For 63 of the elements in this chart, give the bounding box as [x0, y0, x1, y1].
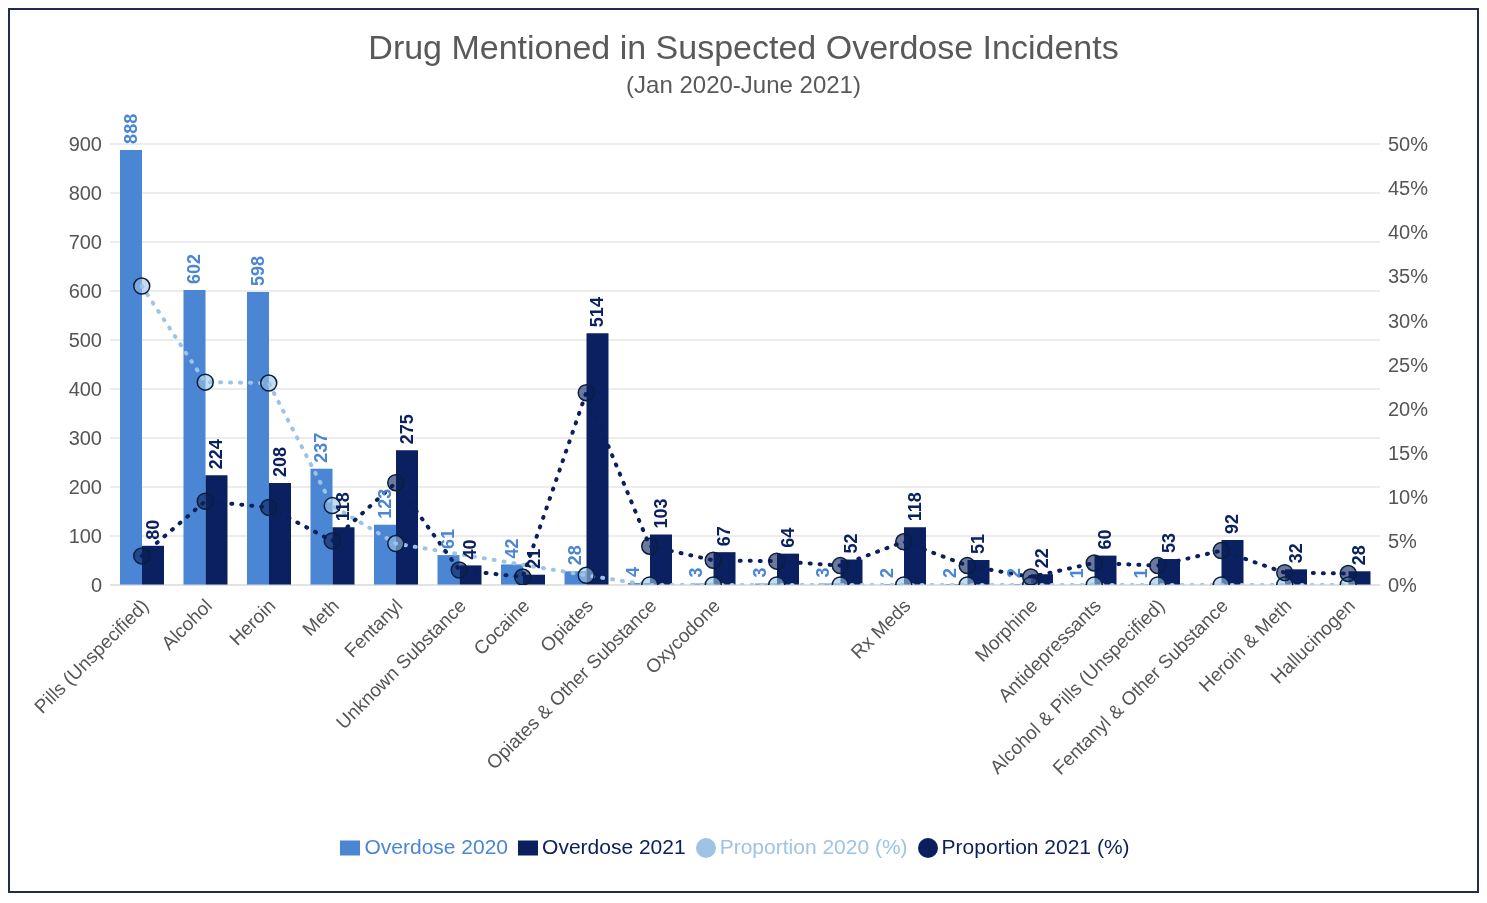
data-label: 4 — [623, 567, 643, 578]
y2-tick-label: 25% — [1388, 353, 1429, 376]
y-tick-label: 0 — [90, 574, 102, 597]
y2-tick-label: 40% — [1388, 221, 1429, 244]
data-label: 53 — [1159, 533, 1179, 554]
y-tick-label: 800 — [68, 182, 102, 205]
data-label: 275 — [397, 414, 417, 445]
chart-subtitle: (Jan 2020-June 2021) — [625, 71, 862, 99]
data-label: 52 — [841, 533, 862, 554]
data-label: 103 — [651, 498, 671, 529]
data-label: 80 — [143, 519, 163, 540]
data-label: 60 — [1095, 529, 1116, 550]
chart-title: Drug Mentioned in Suspected Overdose Incidents — [367, 28, 1120, 67]
data-label: 2 — [940, 568, 961, 579]
data-label: 51 — [968, 533, 989, 555]
y-tick-label: 200 — [68, 476, 102, 499]
y2-tick-label: 20% — [1388, 397, 1429, 420]
data-label: 28 — [1349, 545, 1370, 566]
data-label: 208 — [270, 447, 290, 478]
legend-label: Overdose 2020 — [364, 835, 509, 858]
y-tick-label: 500 — [68, 329, 102, 352]
data-label: 64 — [778, 527, 798, 548]
y2-tick-label: 5% — [1388, 530, 1418, 552]
data-label: 2 — [877, 568, 897, 579]
data-label: 92 — [1222, 513, 1243, 534]
y2-tick-label: 50% — [1388, 133, 1429, 156]
y-tick-label: 700 — [68, 231, 102, 254]
y-tick-label: 300 — [68, 427, 102, 450]
data-label: 224 — [206, 439, 227, 470]
data-label: 118 — [333, 492, 354, 522]
legend-label: Proportion 2020 (%) — [719, 835, 908, 858]
data-label: 3 — [686, 567, 707, 578]
y-tick-label: 900 — [68, 133, 102, 156]
legend-label: Proportion 2021 (%) — [941, 835, 1130, 858]
y2-tick-label: 35% — [1388, 265, 1429, 288]
data-label: 22 — [1032, 548, 1052, 569]
data-label: 514 — [587, 297, 608, 328]
y2-tick-label: 45% — [1388, 177, 1429, 200]
data-label: 598 — [248, 255, 268, 286]
y2-tick-label: 15% — [1388, 441, 1429, 464]
data-label: 67 — [714, 526, 735, 547]
data-label: 1 — [1131, 568, 1151, 579]
data-label: 123 — [375, 488, 395, 519]
y-tick-label: 100 — [68, 525, 102, 548]
y2-tick-label: 10% — [1388, 485, 1429, 508]
data-label: 61 — [438, 529, 459, 550]
y-tick-label: 400 — [68, 378, 102, 401]
data-label: 32 — [1286, 543, 1306, 564]
y2-tick-label: 30% — [1388, 309, 1429, 332]
data-label: 40 — [460, 539, 481, 560]
data-label: 1 — [1067, 568, 1088, 579]
y2-tick-label: 0% — [1388, 574, 1418, 597]
data-label: 888 — [121, 113, 141, 144]
legend-label: Overdose 2021 — [542, 835, 686, 858]
data-label: 237 — [311, 432, 332, 463]
y-tick-label: 600 — [68, 280, 102, 303]
data-label: 28 — [565, 545, 586, 566]
data-label: 602 — [184, 253, 205, 285]
data-label: 118 — [905, 492, 925, 522]
data-label: 2 — [1004, 568, 1024, 579]
data-label: 42 — [502, 538, 522, 559]
data-label: 3 — [813, 567, 834, 578]
data-label: 3 — [750, 567, 770, 578]
